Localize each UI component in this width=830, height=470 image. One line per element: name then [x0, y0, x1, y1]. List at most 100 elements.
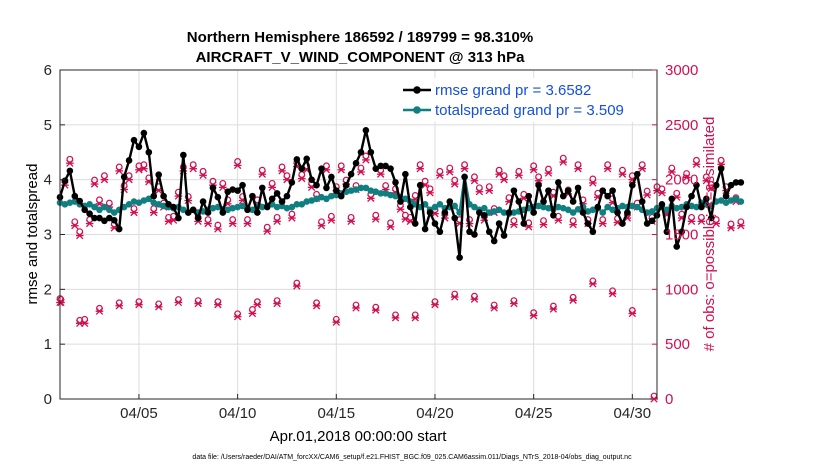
- rmse-point: [688, 192, 695, 200]
- obs-assimilated-marker: [258, 170, 267, 178]
- totalspread-point: [599, 209, 607, 216]
- rmse-point: [367, 148, 375, 156]
- obs-assimilated-marker: [608, 290, 617, 298]
- rmse-point: [214, 193, 222, 201]
- rmse-point: [451, 214, 459, 222]
- left-y-tick-label: 4: [44, 172, 52, 189]
- rmse-point: [170, 203, 177, 211]
- obs-possible-marker: [510, 217, 518, 225]
- obs-assimilated-marker: [426, 189, 434, 197]
- obs-possible-marker: [673, 189, 681, 197]
- rmse-point: [732, 179, 740, 186]
- obs-possible-marker: [451, 176, 459, 184]
- rmse-point: [239, 181, 246, 189]
- obs-possible-marker: [515, 167, 523, 175]
- totalspread-point: [431, 203, 439, 211]
- totalspread-point: [673, 204, 681, 212]
- rmse-point: [505, 209, 513, 216]
- obs-assimilated-marker: [90, 180, 99, 188]
- rmse-point: [160, 192, 167, 200]
- totalspread-point: [347, 187, 355, 194]
- rmse-point: [76, 197, 84, 205]
- obs-possible-marker: [717, 156, 725, 164]
- chart-legend: rmse grand pr = 3.6582 totalspread grand…: [399, 78, 652, 122]
- rmse-point: [604, 192, 611, 200]
- totalspread-point: [402, 195, 409, 203]
- x-tick-label: 04/15: [318, 405, 356, 422]
- rmse-point: [569, 198, 577, 205]
- obs-assimilated-marker: [376, 170, 385, 178]
- obs-assimilated-marker: [490, 304, 498, 312]
- left-y-axis-label: rmse and totalspread: [24, 164, 41, 305]
- rmse-point: [387, 165, 394, 172]
- rmse-point: [456, 254, 463, 261]
- rmse-point: [283, 192, 291, 200]
- obs-assimilated-marker: [445, 168, 454, 176]
- obs-assimilated-marker: [515, 171, 523, 179]
- rmse-point: [175, 214, 182, 222]
- rmse-point: [308, 176, 315, 183]
- totalspread-point: [471, 203, 478, 211]
- totalspread-point: [678, 203, 685, 211]
- obs-assimilated-marker: [510, 299, 518, 308]
- rmse-point: [96, 214, 103, 222]
- left-y-tick-label: 1: [44, 336, 52, 353]
- obs-assimilated-marker: [85, 219, 94, 228]
- totalspread-point: [357, 184, 365, 192]
- rmse-point: [722, 192, 730, 200]
- obs-assimilated-marker: [687, 217, 696, 225]
- legend-rmse-label: rmse grand pr = 3.6582: [435, 82, 591, 99]
- obs-possible-marker: [594, 189, 602, 197]
- totalspread-point: [663, 206, 671, 214]
- totalspread-point: [283, 204, 291, 212]
- legend-rmse-marker: [413, 86, 421, 94]
- obs-assimilated-marker: [352, 304, 360, 312]
- rmse-point: [471, 231, 478, 238]
- rmse-point: [658, 201, 666, 208]
- rmse-point: [530, 209, 537, 216]
- obs-possible-marker: [683, 170, 691, 177]
- totalspread-point: [495, 206, 503, 214]
- rmse-point: [140, 129, 148, 137]
- obs-possible-marker: [387, 219, 394, 227]
- obs-assimilated-marker: [100, 176, 109, 184]
- rmse-point: [110, 216, 118, 224]
- totalspread-point: [293, 201, 301, 208]
- obs-assimilated-marker: [204, 219, 212, 228]
- rmse-point: [707, 214, 715, 222]
- rmse-point: [125, 157, 133, 164]
- rmse-point: [476, 209, 483, 216]
- totalspread-point: [510, 209, 518, 216]
- rmse-point: [224, 188, 232, 196]
- obs-possible-marker: [698, 213, 705, 221]
- rmse-point: [234, 187, 241, 194]
- rmse-point: [540, 198, 547, 205]
- rmse-point: [624, 209, 631, 216]
- obs-assimilated-marker: [248, 309, 257, 318]
- obs-assimilated-marker: [510, 220, 518, 229]
- obs-assimilated-marker: [233, 313, 242, 321]
- rmse-point: [599, 187, 607, 194]
- rmse-point: [500, 232, 508, 239]
- obs-possible-marker: [461, 161, 468, 169]
- obs-possible-marker: [130, 205, 138, 212]
- obs-possible-marker: [115, 163, 123, 171]
- obs-assimilated-marker: [219, 183, 227, 192]
- obs-assimilated-marker: [233, 161, 242, 170]
- rmse-point: [633, 170, 641, 178]
- right-y-tick-label: 2000: [665, 172, 698, 189]
- obs-possible-marker: [638, 161, 646, 169]
- obs-assimilated-marker: [727, 224, 735, 232]
- rmse-point: [328, 173, 335, 181]
- totalspread-point: [71, 198, 79, 205]
- obs-assimilated-marker: [544, 169, 553, 177]
- obs-assimilated-marker: [396, 205, 405, 213]
- totalspread-point: [535, 202, 542, 210]
- rmse-point: [66, 167, 74, 175]
- obs-possible-marker: [604, 161, 612, 169]
- obs-possible-marker: [249, 306, 256, 313]
- x-tick-label: 04/20: [416, 405, 454, 422]
- left-y-tick-label: 0: [44, 391, 52, 408]
- obs-possible-marker: [263, 223, 271, 231]
- obs-assimilated-marker: [470, 295, 479, 303]
